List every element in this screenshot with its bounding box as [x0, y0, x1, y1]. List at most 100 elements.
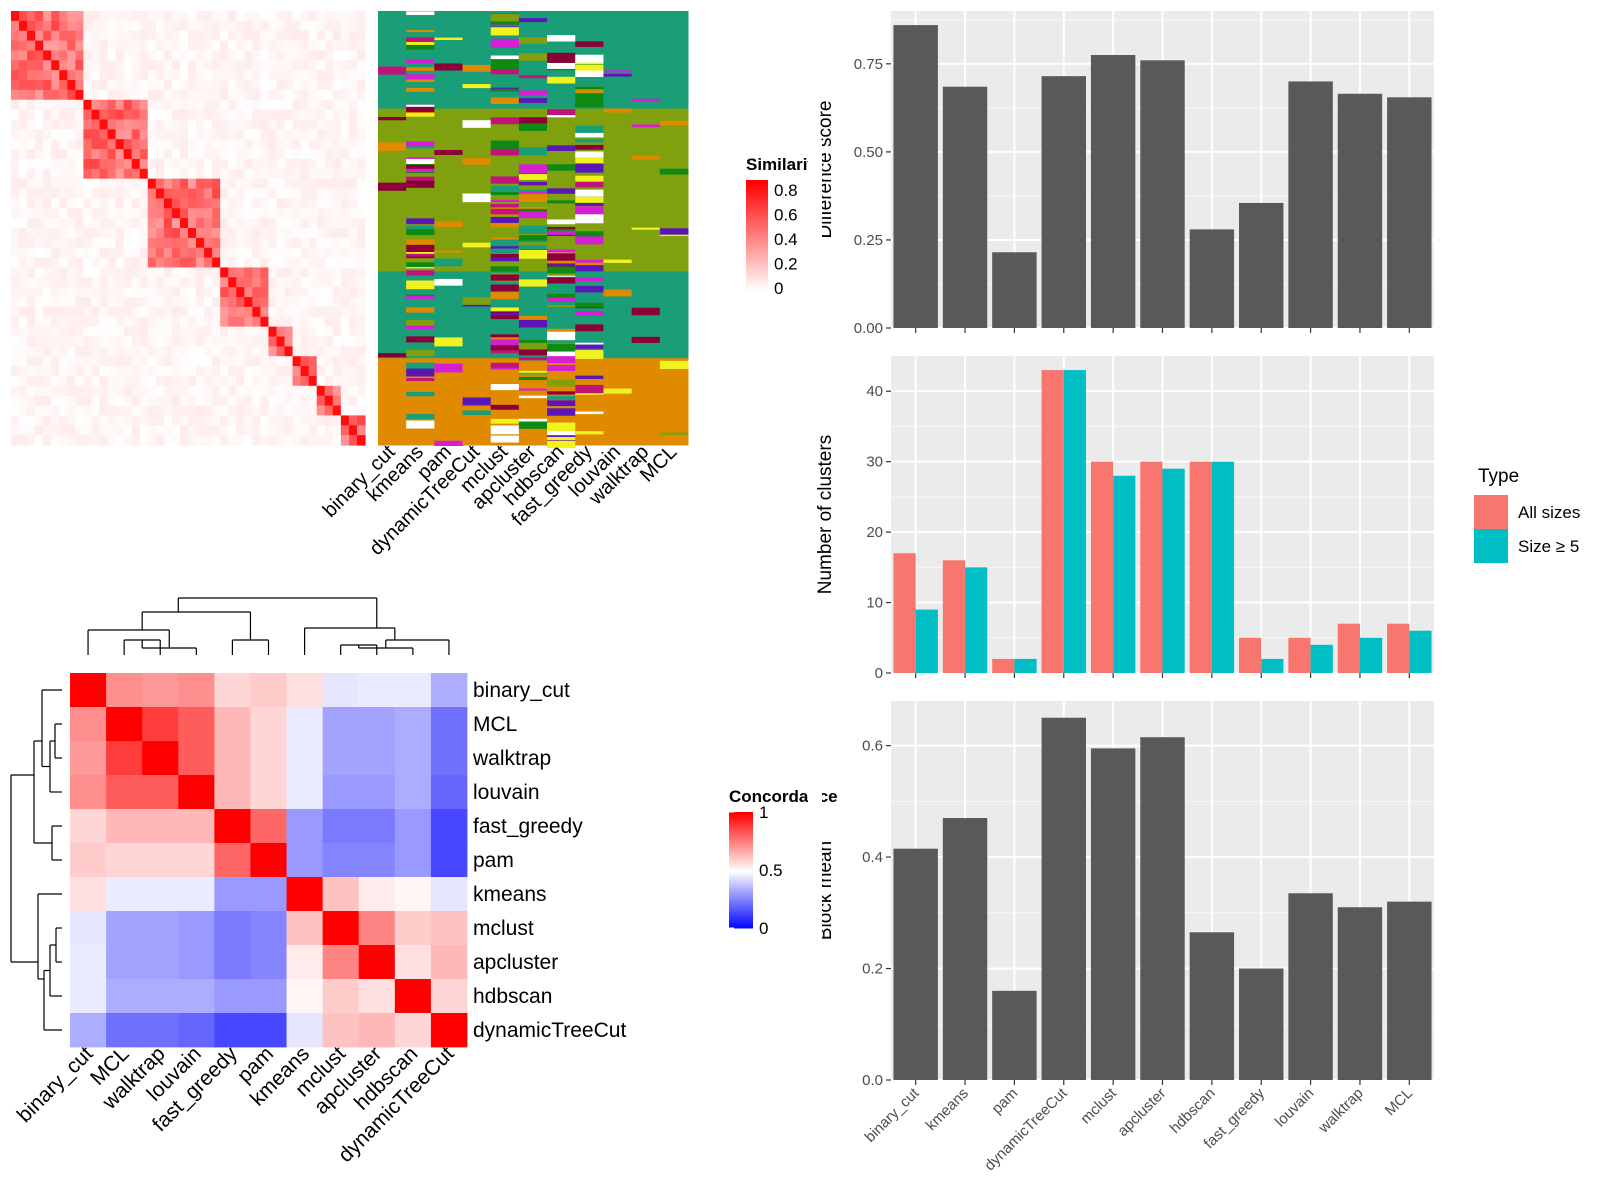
similarity-cell — [179, 297, 189, 308]
similarity-cell — [332, 20, 342, 32]
similarity-cell — [43, 188, 52, 200]
similarity-cell — [115, 395, 125, 407]
similarity-cell — [292, 366, 302, 377]
concordance-cell — [106, 877, 143, 912]
similarity-cell — [324, 50, 334, 61]
similarity-cell — [91, 405, 101, 417]
similarity-cell — [268, 20, 278, 32]
similarity-cell — [292, 139, 302, 150]
x-tick-label: binary_cut — [862, 1084, 924, 1146]
similarity-cell — [348, 435, 358, 446]
similarity-cell — [11, 109, 20, 121]
similarity-cell — [91, 277, 101, 288]
similarity-cell — [284, 326, 294, 338]
similarity-cell — [67, 287, 76, 298]
similarity-cell — [147, 70, 157, 81]
cluster-segment — [603, 11, 633, 110]
concordance-cell — [286, 911, 324, 946]
bar — [1090, 461, 1114, 673]
similarity-cell — [292, 20, 302, 32]
similarity-cell — [99, 297, 109, 308]
similarity-cell — [340, 346, 350, 357]
similarity-cell — [99, 218, 109, 229]
similarity-cell — [43, 277, 52, 288]
similarity-cell — [188, 158, 197, 170]
concordance-cell — [70, 673, 107, 708]
similarity-cell — [188, 228, 197, 239]
similarity-cell — [107, 178, 117, 190]
similarity-cell — [332, 50, 342, 61]
similarity-cell — [228, 425, 237, 436]
similarity-cell — [75, 228, 85, 239]
similarity-cell — [83, 119, 93, 130]
similarity-cell — [244, 247, 253, 259]
similarity-cell — [115, 385, 125, 397]
similarity-cell — [91, 109, 101, 121]
similarity-cell — [59, 435, 68, 446]
similarity-cell — [300, 366, 310, 377]
cluster-segment — [518, 239, 548, 243]
similarity-cell — [276, 366, 286, 377]
cluster-segment — [518, 357, 548, 361]
similarity-legend-gradient-step — [746, 257, 768, 261]
similarity-cell — [99, 188, 109, 200]
similarity-cell — [163, 287, 173, 298]
similarity-cell — [316, 267, 326, 278]
similarity-cell — [131, 60, 141, 71]
concordance-legend-tick: 0.5 — [759, 861, 783, 880]
similarity-cell — [59, 366, 68, 377]
similarity-cell — [212, 129, 221, 140]
concordance-cell — [358, 809, 396, 844]
similarity-cell — [268, 287, 278, 298]
concordance-legend-gradient-step — [729, 890, 753, 894]
similarity-cell — [35, 316, 44, 328]
concordance-heatmap: binary_cutMCLwalktraplouvainfast_greedyp… — [13, 673, 626, 1167]
similarity-cell — [27, 287, 36, 298]
similarity-cell — [356, 306, 366, 318]
cluster-segment — [378, 182, 407, 191]
similarity-cell — [252, 89, 262, 101]
similarity-cell — [35, 208, 44, 219]
similarity-cell — [99, 405, 109, 417]
similarity-cell — [276, 218, 286, 229]
similarity-cell — [171, 346, 181, 357]
similarity-cell — [284, 218, 294, 229]
similarity-cell — [260, 20, 270, 32]
similarity-cell — [35, 326, 44, 338]
concordance-legend-gradient-step — [729, 900, 753, 903]
cluster-segment — [659, 11, 689, 110]
similarity-cell — [19, 198, 28, 209]
bar — [1041, 370, 1064, 673]
similarity-cell — [228, 237, 237, 249]
similarity-cell — [196, 30, 205, 42]
similarity-cell — [163, 356, 173, 367]
cluster-segment — [575, 175, 604, 182]
similarity-cell — [35, 50, 44, 61]
similarity-cell — [276, 109, 286, 121]
similarity-cell — [35, 99, 44, 111]
bar — [1387, 97, 1432, 329]
similarity-cell — [139, 228, 149, 239]
similarity-cell — [51, 237, 60, 249]
similarity-cell — [204, 60, 213, 71]
similarity-cell — [340, 218, 350, 229]
similarity-cell — [115, 129, 125, 140]
similarity-cell — [83, 316, 93, 328]
concordance-cell — [430, 741, 468, 776]
concordance-legend-gradient-step — [729, 909, 753, 913]
cluster-segment — [406, 41, 435, 50]
similarity-cell — [51, 326, 60, 338]
similarity-cell — [67, 316, 76, 328]
similarity-cell — [107, 109, 117, 121]
similarity-cell — [332, 375, 342, 387]
similarity-cell — [340, 228, 350, 239]
similarity-cell — [188, 336, 197, 347]
similarity-cell — [332, 257, 342, 269]
similarity-cell — [35, 228, 44, 239]
cluster-segment — [490, 140, 520, 150]
similarity-cell — [340, 149, 350, 160]
concordance-cell — [286, 843, 324, 878]
similarity-cell — [67, 158, 76, 170]
similarity-cell — [27, 435, 36, 446]
concordance-legend-gradient-step — [729, 856, 753, 859]
